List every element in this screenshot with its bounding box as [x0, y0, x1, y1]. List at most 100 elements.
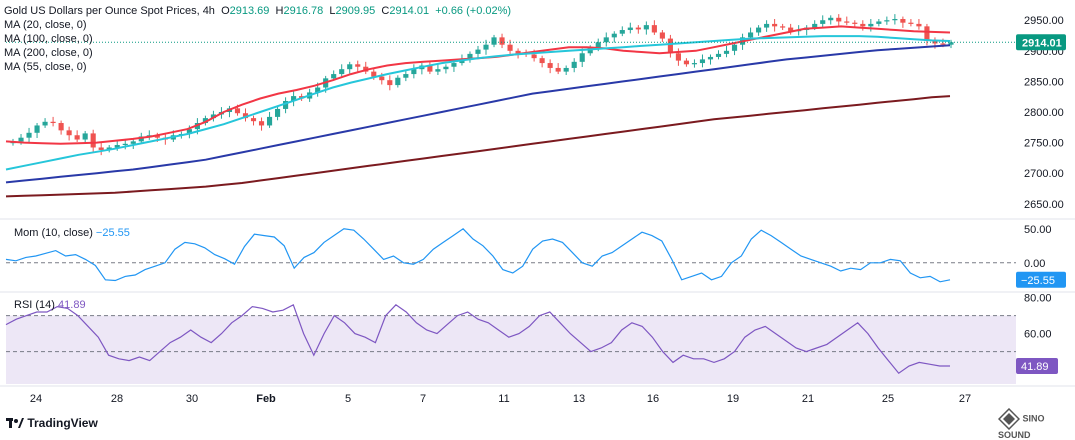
candle[interactable] [66, 130, 72, 136]
candle[interactable] [266, 116, 273, 126]
candle[interactable] [74, 135, 80, 140]
candle[interactable] [884, 20, 890, 22]
candle[interactable] [844, 21, 850, 23]
candle[interactable] [651, 25, 657, 33]
candle[interactable] [507, 44, 513, 51]
candle[interactable] [291, 96, 297, 101]
rsi-line[interactable] [5, 303, 950, 375]
candle[interactable] [451, 63, 457, 67]
candle[interactable] [443, 66, 449, 70]
candle[interactable] [707, 56, 714, 60]
candle[interactable] [483, 44, 489, 50]
candle[interactable] [250, 118, 257, 122]
candle[interactable] [154, 135, 160, 138]
candle[interactable] [940, 43, 946, 45]
candle[interactable] [355, 64, 361, 67]
candle[interactable] [427, 65, 433, 72]
candle[interactable] [627, 27, 633, 31]
candle[interactable] [948, 42, 954, 45]
candle[interactable] [98, 147, 104, 150]
candle[interactable] [555, 67, 561, 72]
candle[interactable] [699, 59, 706, 64]
candle[interactable] [34, 125, 40, 133]
candle[interactable] [18, 137, 24, 142]
candle[interactable] [571, 61, 577, 68]
candle[interactable] [531, 54, 537, 59]
candle[interactable] [563, 67, 569, 72]
ma200-line[interactable] [5, 95, 951, 198]
candle[interactable] [667, 38, 673, 54]
candle[interactable] [723, 50, 730, 54]
candle[interactable] [379, 76, 385, 81]
candle[interactable] [595, 42, 601, 48]
candle[interactable] [611, 33, 617, 38]
candle[interactable] [82, 133, 88, 140]
candle[interactable] [820, 20, 826, 24]
candle[interactable] [403, 74, 409, 78]
candle[interactable] [812, 23, 818, 28]
candle[interactable] [908, 22, 914, 24]
candle[interactable] [852, 22, 858, 24]
tradingview-logo[interactable]: TradingView [6, 416, 98, 430]
candle[interactable] [258, 121, 265, 126]
candle[interactable] [234, 108, 241, 114]
legend-ma55[interactable]: MA (55, close, 0) [4, 61, 87, 73]
candle[interactable] [395, 77, 401, 86]
candle[interactable] [387, 80, 393, 86]
candle[interactable] [475, 49, 481, 54]
candle[interactable] [347, 64, 353, 70]
legend-ma200[interactable]: MA (200, close, 0) [4, 47, 93, 59]
candle[interactable] [860, 23, 866, 27]
candle[interactable] [715, 53, 722, 57]
candle[interactable] [836, 17, 842, 22]
mom-line[interactable] [5, 228, 951, 283]
candle[interactable] [130, 141, 136, 144]
candle[interactable] [539, 58, 545, 64]
candle[interactable] [892, 19, 898, 21]
candle[interactable] [371, 71, 377, 77]
candle[interactable] [202, 118, 208, 124]
legend-ma100[interactable]: MA (100, close, 0) [4, 33, 93, 45]
candle[interactable] [315, 87, 321, 93]
candle[interactable] [900, 19, 906, 23]
candle[interactable] [491, 37, 497, 45]
symbol-title[interactable]: Gold US Dollars per Ounce Spot Prices, 4… [4, 5, 215, 17]
ma55-line[interactable] [5, 35, 951, 171]
candle[interactable] [275, 108, 281, 117]
candle[interactable] [748, 32, 754, 38]
candle[interactable] [515, 50, 521, 54]
candle[interactable] [675, 53, 681, 61]
mom-label[interactable]: Mom (10, close) [14, 227, 93, 239]
candle[interactable] [411, 69, 417, 75]
rsi-label[interactable]: RSI (14) [14, 299, 55, 311]
candle[interactable] [579, 53, 585, 62]
candle[interactable] [435, 69, 441, 72]
candle[interactable] [828, 17, 834, 21]
legend-ma20[interactable]: MA (20, close, 0) [4, 19, 87, 31]
candle[interactable] [242, 113, 249, 119]
candle[interactable] [331, 74, 337, 79]
candle[interactable] [788, 27, 794, 32]
candle[interactable] [731, 44, 738, 51]
candle[interactable] [683, 60, 689, 65]
candle[interactable] [138, 136, 144, 142]
candle[interactable] [90, 133, 96, 148]
candle[interactable] [780, 26, 786, 28]
candle[interactable] [868, 23, 874, 27]
candle[interactable] [635, 27, 641, 30]
candle[interactable] [50, 121, 56, 124]
candle[interactable] [587, 47, 593, 54]
candle[interactable] [603, 37, 609, 43]
candle[interactable] [916, 23, 922, 27]
candle[interactable] [619, 30, 625, 34]
candle[interactable] [467, 53, 473, 60]
candle[interactable] [26, 132, 32, 138]
candle[interactable] [772, 23, 778, 27]
candle[interactable] [924, 26, 930, 42]
candle[interactable] [756, 27, 762, 33]
candle[interactable] [691, 63, 698, 65]
candle[interactable] [283, 100, 289, 109]
candle[interactable] [499, 37, 505, 45]
candle[interactable] [210, 114, 216, 119]
